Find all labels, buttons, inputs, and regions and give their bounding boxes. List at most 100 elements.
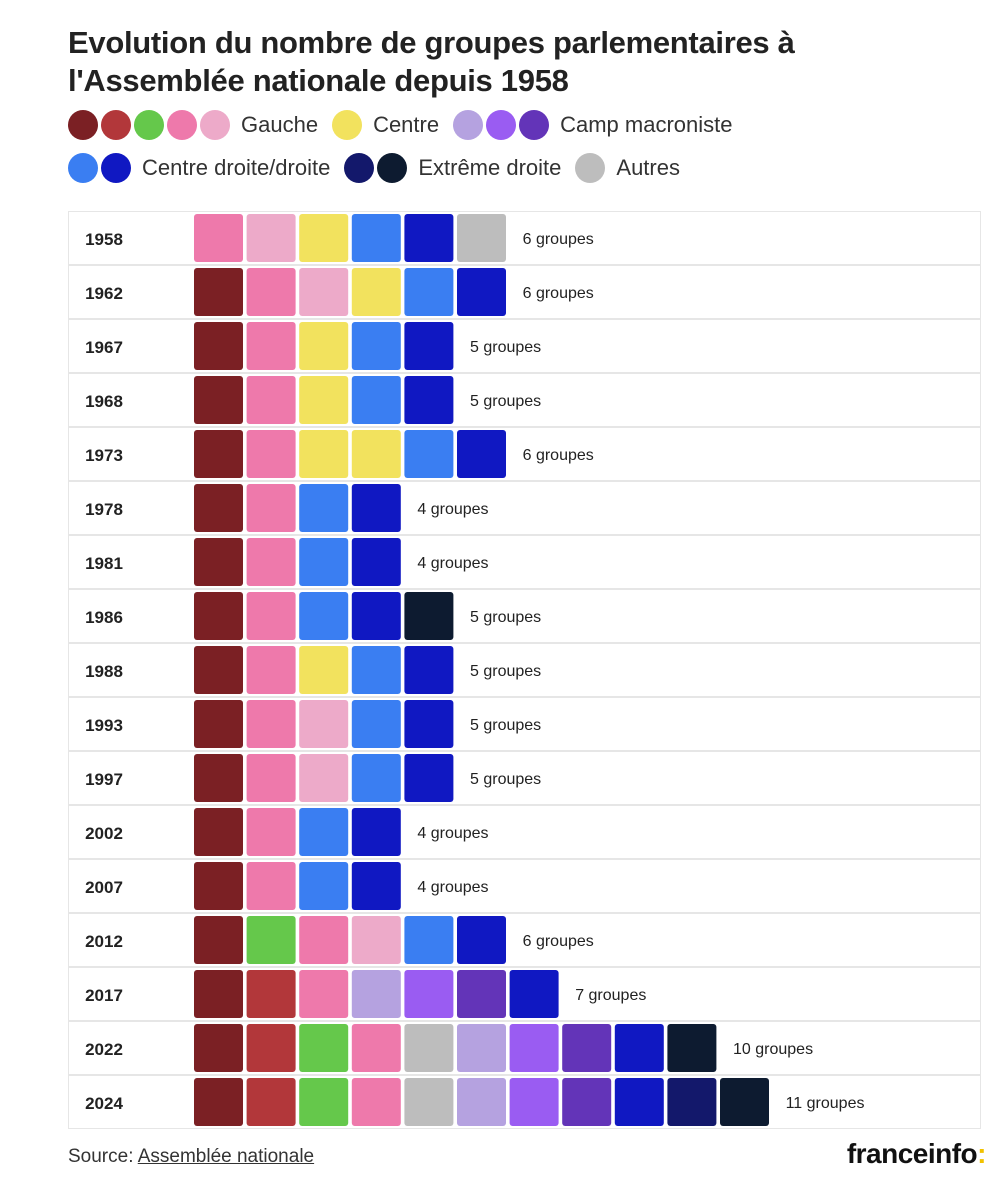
group-cell [299,214,349,262]
group-count-label: 11 groupes [786,1095,865,1112]
year-label: 2002 [85,824,123,843]
group-cell [194,862,243,910]
legend-swatch [377,153,408,183]
group-cell [404,916,454,964]
group-count-label: 7 groupes [575,987,646,1004]
legend-swatch [68,110,98,140]
group-cell [246,376,296,424]
legend-swatch [134,110,164,140]
source-link[interactable]: Assemblée nationale [137,1146,315,1167]
legend-swatch [575,153,606,183]
group-cell [351,862,401,910]
legend-swatch [344,153,375,183]
group-cell [404,646,454,694]
legend-swatch [68,153,98,183]
group-cell [404,754,454,802]
group-cell [299,430,349,478]
group-cell [299,754,349,802]
group-cell [509,970,559,1018]
year-label: 1967 [85,338,123,357]
group-count-label: 6 groupes [523,231,594,248]
year-label: 1962 [85,284,123,303]
chart-title: Evolution du nombre de groupes parlement… [68,25,795,98]
legend-item: Centre [332,110,439,140]
group-cell [457,268,506,316]
group-count-label: 5 groupes [470,609,541,626]
legend-item: Gauche [68,110,318,140]
year-label: 1988 [85,662,123,681]
group-cell [720,1078,769,1126]
group-cell [194,646,243,694]
group-cell [457,1078,506,1126]
legend-label: Extrême droite [418,155,562,180]
year-label: 1968 [85,392,123,411]
group-cell [299,970,349,1018]
brand-name: franceinfo [846,1138,978,1169]
group-cell [404,1024,454,1072]
group-cell [457,1024,506,1072]
legend-label: Camp macroniste [560,112,733,137]
group-count-label: 6 groupes [523,447,594,464]
group-cell [351,430,401,478]
group-cell [194,1024,243,1072]
source-prefix: Source: [68,1146,138,1167]
group-cell [667,1078,717,1126]
table-frame [68,211,981,1129]
group-cell [351,214,401,262]
group-cell [194,322,243,370]
group-count-label: 5 groupes [470,717,541,734]
group-cell [404,970,454,1018]
group-cell [509,1024,559,1072]
group-cell [351,538,401,586]
group-cell [562,1078,612,1126]
group-cell [404,430,454,478]
group-count-label: 5 groupes [470,771,541,788]
group-cell [457,916,506,964]
year-label: 2024 [85,1094,123,1113]
group-cell [299,1024,349,1072]
legend-swatch [101,110,131,140]
franceinfo-logo: franceinfo: [846,1138,987,1170]
group-cell [404,376,454,424]
group-cell [246,484,296,532]
group-cell [299,862,349,910]
group-cell [351,700,401,748]
group-cell [299,484,349,532]
year-label: 2012 [85,932,123,951]
group-cell [614,1078,664,1126]
group-cell [299,646,349,694]
year-label: 1986 [85,608,123,627]
group-cell [194,214,243,262]
group-cell [614,1024,664,1072]
legend-label: Gauche [241,112,319,137]
source-line: Source: Assemblée nationale [68,1146,314,1168]
group-cell [194,754,243,802]
group-cell [246,916,296,964]
group-cell [299,538,349,586]
group-count-label: 4 groupes [417,879,488,896]
group-count-label: 6 groupes [523,933,594,950]
group-cell [404,592,454,640]
legend-swatch [200,110,230,140]
group-cell [194,916,243,964]
legend-swatch [453,110,484,140]
legend-item: Autres [575,153,680,183]
group-cell [351,322,401,370]
year-label: 2022 [85,1040,123,1059]
group-cell [246,214,296,262]
group-cell [299,1078,349,1126]
legend-row: Centre droite/droite Extrême droite Autres [68,152,694,184]
group-cell [457,214,506,262]
group-cell [351,808,401,856]
legend-label: Centre [373,112,440,137]
group-cell [246,700,296,748]
group-cell [404,322,454,370]
group-cell [246,646,296,694]
group-cell [351,754,401,802]
legend-swatch [332,110,363,140]
legend-swatch [101,153,131,183]
group-cell [404,214,454,262]
year-label: 1958 [85,230,123,249]
group-cell [351,484,401,532]
group-cell [194,430,243,478]
